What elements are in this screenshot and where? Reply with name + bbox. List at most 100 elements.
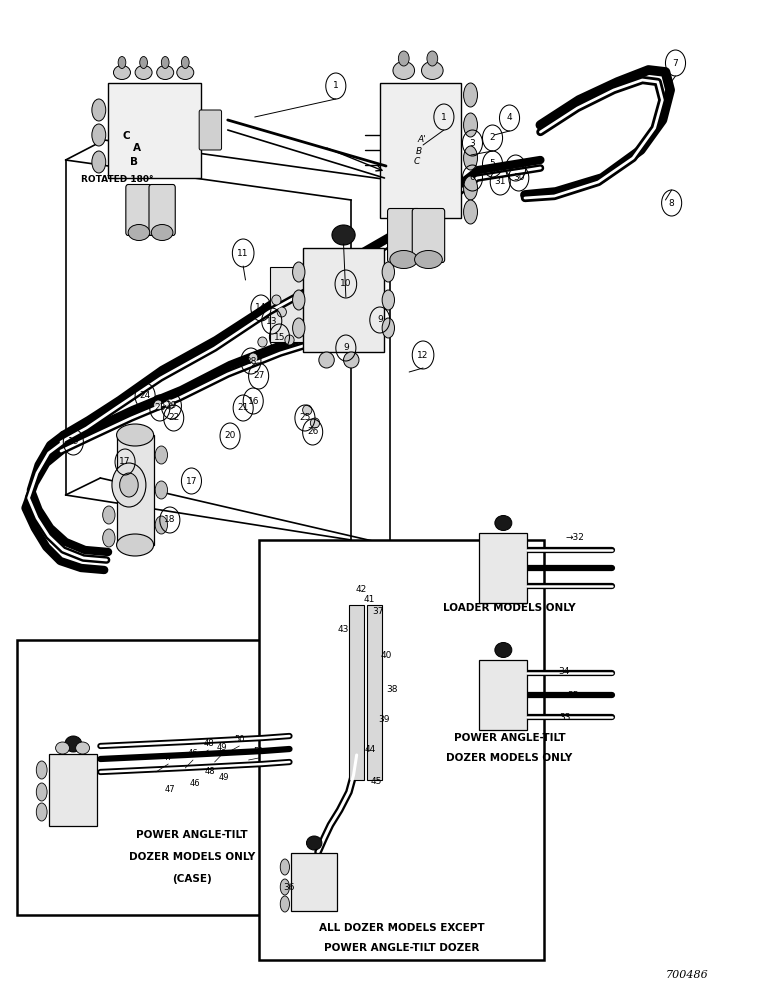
FancyBboxPatch shape [388,209,420,263]
Ellipse shape [344,352,359,368]
Ellipse shape [92,151,106,173]
Text: DOZER MODELS ONLY: DOZER MODELS ONLY [129,852,255,862]
Ellipse shape [293,262,305,282]
Text: 27: 27 [253,371,264,380]
Text: ROTATED 180°: ROTATED 180° [81,176,154,184]
Text: 44: 44 [365,746,376,754]
Ellipse shape [92,124,106,146]
Text: 24: 24 [140,391,151,400]
Text: →32: →32 [565,534,584,542]
Text: 37: 37 [373,607,384,616]
Ellipse shape [463,200,477,224]
Ellipse shape [310,418,320,428]
Ellipse shape [161,56,169,68]
FancyBboxPatch shape [149,184,175,235]
Text: 8: 8 [669,198,675,208]
Text: 13: 13 [266,316,277,326]
Text: 35: 35 [567,690,578,700]
Ellipse shape [398,51,409,66]
Text: 9: 9 [377,316,383,324]
Ellipse shape [155,516,168,534]
Ellipse shape [382,290,394,310]
Ellipse shape [495,516,512,530]
Text: 47: 47 [164,786,175,794]
Text: 2: 2 [489,133,496,142]
Ellipse shape [113,66,130,80]
Bar [117,435,154,545]
Text: 43: 43 [338,626,349,635]
Text: 4: 4 [506,113,513,122]
Text: 9: 9 [343,344,349,353]
Bar [367,605,382,780]
Text: 46: 46 [188,750,198,758]
Ellipse shape [319,352,334,368]
Ellipse shape [280,859,290,875]
Text: 50: 50 [234,736,245,744]
Ellipse shape [382,262,394,282]
Bar [270,267,328,342]
Text: 23: 23 [154,403,165,412]
Text: 46: 46 [189,780,200,788]
Ellipse shape [92,99,106,121]
Ellipse shape [463,176,477,200]
FancyBboxPatch shape [303,248,384,352]
Text: 10: 10 [340,279,351,288]
Ellipse shape [303,405,312,415]
Text: B: B [130,157,138,167]
Text: C: C [122,131,130,141]
Bar [259,540,544,960]
Bar [17,640,299,915]
Text: LOADER MODELS ONLY: LOADER MODELS ONLY [443,603,576,613]
Text: 40: 40 [381,650,391,660]
Text: 29: 29 [166,401,177,410]
Ellipse shape [463,83,477,107]
Ellipse shape [427,51,438,66]
Text: 48: 48 [205,768,215,776]
FancyBboxPatch shape [108,83,201,178]
Text: 7: 7 [672,58,679,68]
Bar [349,605,364,780]
Ellipse shape [495,643,512,658]
Ellipse shape [36,761,47,779]
FancyBboxPatch shape [49,754,97,826]
Ellipse shape [390,251,418,269]
Text: (CASE): (CASE) [172,874,212,884]
Text: 1: 1 [333,82,339,91]
Text: 11: 11 [238,248,249,257]
Ellipse shape [280,896,290,912]
Ellipse shape [249,353,258,363]
Ellipse shape [76,742,90,754]
Circle shape [112,463,146,507]
Ellipse shape [272,295,281,305]
Ellipse shape [65,736,82,752]
Text: 21: 21 [238,403,249,412]
FancyBboxPatch shape [380,83,462,218]
Ellipse shape [463,146,477,170]
Text: 14: 14 [256,304,266,312]
Ellipse shape [157,66,174,80]
Ellipse shape [177,66,194,80]
FancyBboxPatch shape [479,660,527,730]
FancyBboxPatch shape [199,110,222,150]
Text: 42: 42 [356,585,367,594]
Text: POWER ANGLE-TILT: POWER ANGLE-TILT [454,733,565,743]
Text: 1: 1 [441,112,447,121]
Text: POWER ANGLE-TILT: POWER ANGLE-TILT [136,830,248,840]
Text: 47: 47 [163,754,174,762]
Ellipse shape [151,225,173,240]
Ellipse shape [118,56,126,68]
Ellipse shape [181,56,189,68]
Ellipse shape [393,62,415,80]
Ellipse shape [103,506,115,524]
Text: A': A' [418,135,427,144]
Ellipse shape [258,337,267,347]
Ellipse shape [382,318,394,338]
Circle shape [120,473,138,497]
Text: 49: 49 [217,744,228,752]
Text: 41: 41 [364,595,374,604]
Ellipse shape [165,399,174,409]
Ellipse shape [56,742,69,754]
Text: 31: 31 [495,178,506,186]
Text: 19: 19 [68,438,79,446]
Text: 20: 20 [225,432,235,440]
